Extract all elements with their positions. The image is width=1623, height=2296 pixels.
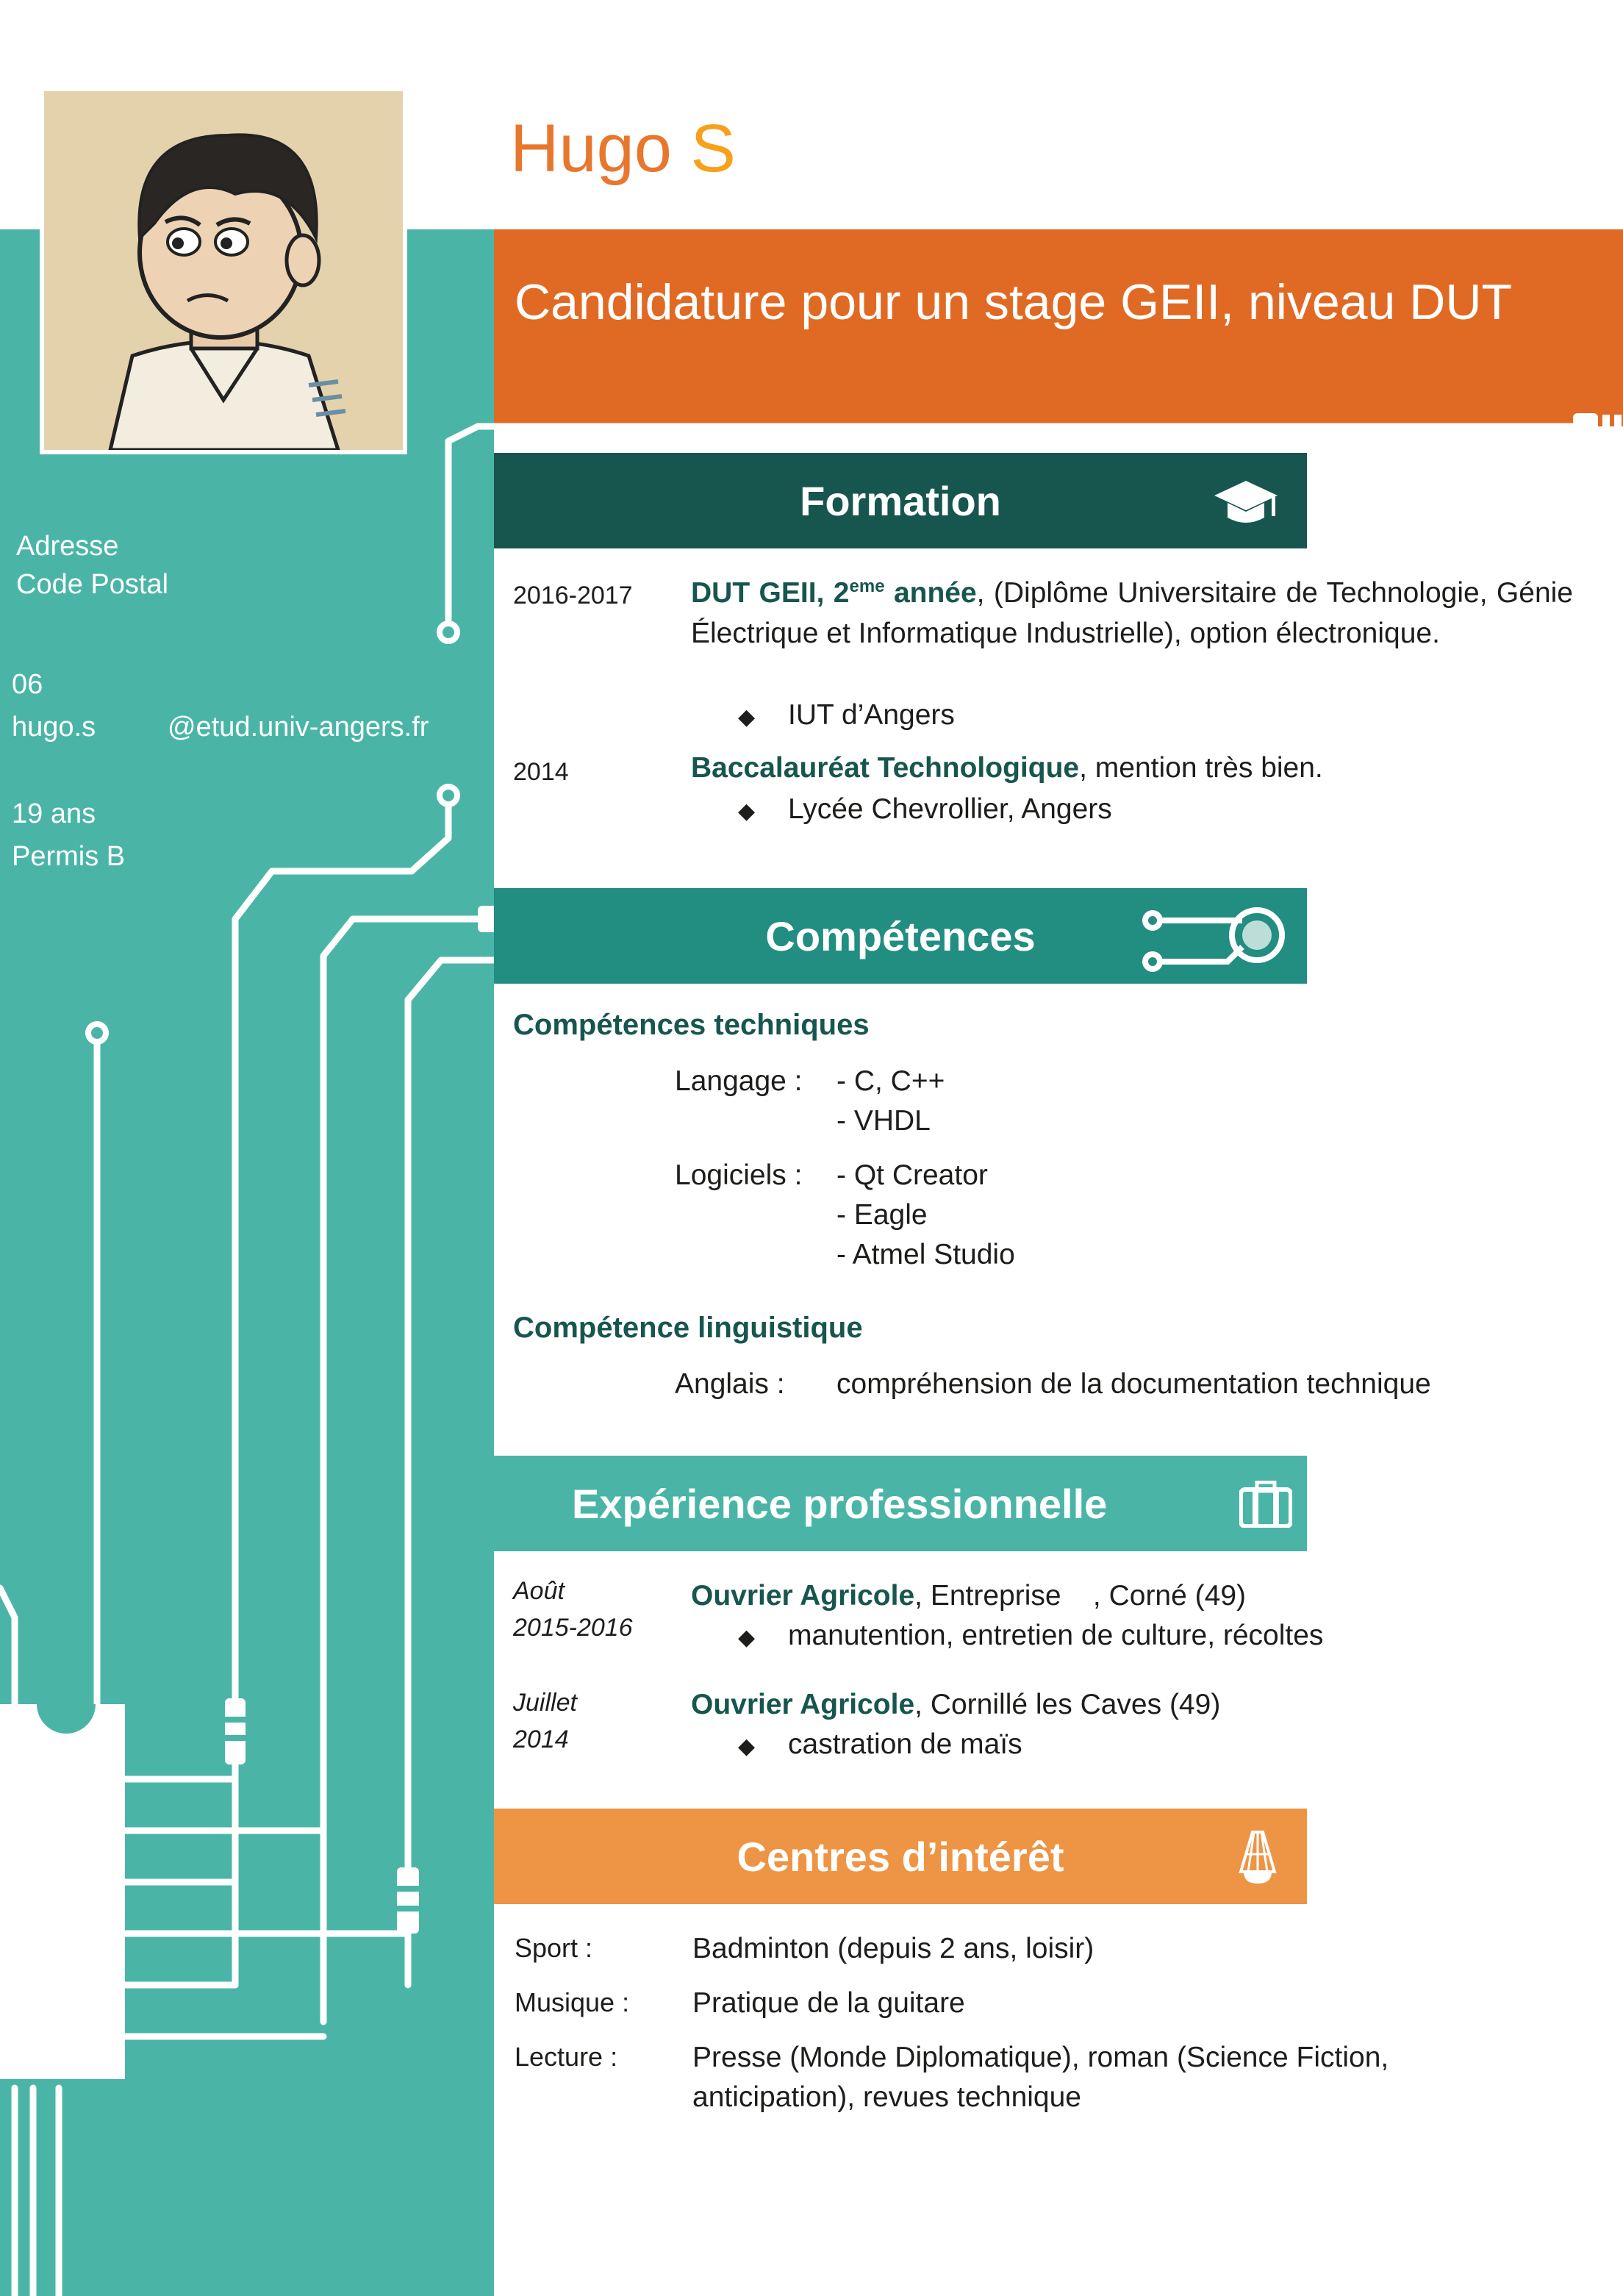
last-initial: S: [690, 111, 736, 186]
formation-place-2: Lycée Chevrollier, Angers: [788, 793, 1112, 825]
experience-place-1: , Entreprise , Corné (49): [914, 1580, 1246, 1612]
experience-detail-2: castration de maïs: [788, 1728, 1022, 1760]
experience-role-2: Ouvrier Agricole: [691, 1689, 915, 1720]
contact-age: 19 ans: [12, 798, 96, 829]
competences-tech-title: Compétences techniques: [513, 1009, 870, 1041]
interet-label-lecture: Lecture :: [515, 2042, 618, 2072]
formation-degree-1-sup: eme: [849, 576, 885, 596]
avatar: [40, 87, 407, 454]
logiciels-item-3: - Atmel Studio: [836, 1239, 1015, 1270]
formation-description-1: , (Diplôme Universitaire de Technologie,…: [691, 577, 1573, 649]
bullet-icon: ◆: [738, 705, 756, 729]
bullet-icon: ◆: [738, 799, 756, 823]
bullet-icon: ◆: [738, 1734, 756, 1759]
section-title-competences: Compétences: [765, 912, 1036, 959]
section-header-competences: Compétences: [494, 888, 1307, 984]
contact-license: Permis B: [12, 841, 126, 872]
section-header-experience: Expérience professionnelle: [494, 1456, 1307, 1551]
experience-date-1-month: Août: [513, 1577, 565, 1605]
logiciels-item-2: - Eagle: [836, 1199, 928, 1231]
langage-label: Langage :: [675, 1065, 803, 1097]
graduation-cap-icon: [1214, 481, 1278, 523]
contact-address: Adresse: [16, 531, 119, 562]
first-name: Hugo: [510, 111, 672, 186]
interet-label-sport: Sport :: [515, 1933, 593, 1963]
formation-date-1: 2016-2017: [513, 582, 633, 609]
experience-entry-2: Ouvrier Agricole, Cornillé les Caves (49…: [691, 1688, 1220, 1723]
section-title-experience: Expérience professionnelle: [572, 1480, 1108, 1527]
formation-entry-1: DUT GEII, 2eme année, (Diplôme Universit…: [691, 573, 1573, 654]
experience-date-2-year: 2014: [513, 1725, 569, 1753]
bullet-icon: ◆: [738, 1626, 756, 1650]
experience-place-2: , Cornillé les Caves (49): [914, 1689, 1221, 1720]
section-title-interets: Centres d’intérêt: [737, 1833, 1064, 1880]
formation-degree-1-tail: année: [884, 577, 977, 609]
candidate-name: Hugo S: [510, 110, 736, 187]
contact-phone: 06: [12, 669, 43, 700]
interet-value-lecture-1: Presse (Monde Diplomatique), roman (Scie…: [692, 2042, 1389, 2073]
headline-banner: [494, 229, 1623, 426]
formation-degree-1: DUT GEII, 2: [691, 577, 850, 609]
formation-degree-2: Baccalauréat Technologique: [691, 752, 1080, 784]
langage-item-2: - VHDL: [836, 1105, 931, 1137]
experience-role-1: Ouvrier Agricole: [691, 1580, 915, 1612]
crystal-component-icon: [1142, 907, 1285, 972]
formation-date-2: 2014: [513, 758, 569, 786]
section-header-formation: Formation: [494, 453, 1307, 548]
interet-value-musique: Pratique de la guitare: [692, 1987, 965, 2019]
experience-date-1-year: 2015-2016: [513, 1614, 633, 1642]
contact-postal-code: Code Postal: [16, 569, 169, 600]
interet-value-sport: Badminton (depuis 2 ans, loisir): [692, 1933, 1094, 1964]
anglais-value: compréhension de la documentation techni…: [836, 1368, 1431, 1400]
shuttlecock-icon: [1239, 1831, 1277, 1884]
interet-value-lecture-2: anticipation), revues technique: [692, 2081, 1081, 2113]
formation-place-1: IUT d’Angers: [788, 699, 955, 731]
briefcase-icon: [1239, 1481, 1292, 1528]
competences-ling-title: Compétence linguistique: [513, 1312, 863, 1344]
experience-date-2-month: Juillet: [513, 1689, 577, 1717]
section-title-formation: Formation: [800, 477, 1001, 524]
headline-text: Candidature pour un stage GEII, niveau D…: [515, 274, 1512, 330]
formation-description-2: , mention très bien.: [1079, 752, 1323, 784]
contact-email-domain: @etud.univ-angers.fr: [168, 712, 429, 743]
contact-email-user: hugo.s: [12, 712, 96, 743]
experience-detail-1: manutention, entretien de culture, récol…: [788, 1620, 1324, 1651]
section-header-interets: Centres d’intérêt: [494, 1809, 1307, 1904]
logiciels-label: Logiciels :: [675, 1159, 803, 1191]
formation-entry-2: Baccalauréat Technologique, mention très…: [691, 751, 1323, 786]
anglais-label: Anglais :: [675, 1368, 785, 1400]
experience-entry-1: Ouvrier Agricole, Entreprise , Corné (49…: [691, 1579, 1246, 1614]
logiciels-item-1: - Qt Creator: [836, 1159, 988, 1191]
langage-item-1: - C, C++: [836, 1065, 945, 1097]
interet-label-musique: Musique :: [515, 1987, 630, 2017]
